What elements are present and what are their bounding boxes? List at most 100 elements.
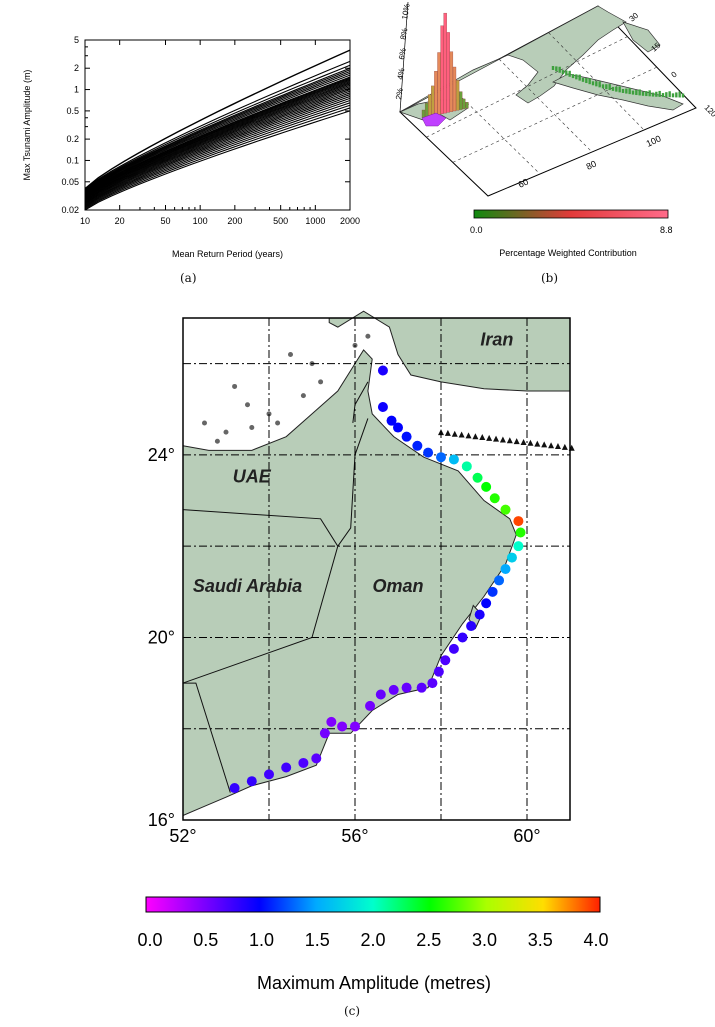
island xyxy=(214,438,220,444)
x-tick-label: 100 xyxy=(193,216,208,226)
island xyxy=(318,379,324,385)
series-line-28 xyxy=(84,110,351,211)
amplitude-point xyxy=(393,422,403,433)
series-line-2 xyxy=(84,64,351,191)
series-line-22 xyxy=(84,95,351,205)
map-frame xyxy=(182,317,571,821)
source-bar-makran xyxy=(437,52,441,115)
trench-triangle xyxy=(513,438,520,445)
amplitude-colorbar xyxy=(145,896,601,913)
amplitude-point xyxy=(481,481,492,492)
source-bar-makran xyxy=(452,66,457,112)
trench-triangle xyxy=(548,442,555,449)
series-line-20 xyxy=(84,92,351,203)
source-bar-makran xyxy=(465,102,469,109)
x-tick-label: 50 xyxy=(160,216,170,226)
amplitude-point xyxy=(298,757,309,768)
amplitude-point xyxy=(489,493,500,504)
source-bar-makran xyxy=(446,32,450,113)
source-bar-makran xyxy=(421,109,426,119)
y-tick-label: 0.5 xyxy=(66,106,79,116)
uae-oman-border xyxy=(337,418,369,547)
colorbar-label: Percentage Weighted Contribution xyxy=(499,248,636,258)
plot-border xyxy=(84,39,351,211)
caption-a: (a) xyxy=(180,271,197,285)
source-bar-makran xyxy=(443,12,447,114)
amplitude-point xyxy=(433,666,444,677)
amplitude-point xyxy=(388,684,399,695)
x-tick-label: 56° xyxy=(341,826,368,846)
amplitude-point xyxy=(500,564,511,574)
source-bar-makran xyxy=(449,51,454,112)
trench-triangle xyxy=(499,436,506,443)
amplitude-points xyxy=(229,365,526,794)
amplitude-point xyxy=(365,700,376,711)
colorbar-label: Maximum Amplitude (metres) xyxy=(257,973,491,993)
amplitude-point xyxy=(412,440,423,451)
z-tick-label: 4% xyxy=(396,67,407,80)
lon-tick-label: 100 xyxy=(645,133,663,148)
map-grid xyxy=(426,32,657,175)
z-tick-label: 2% xyxy=(394,87,405,100)
trench-triangle xyxy=(472,433,479,440)
amplitude-point xyxy=(481,598,492,609)
x-tick-label: 10 xyxy=(80,216,90,226)
island xyxy=(232,383,238,389)
trench-triangle xyxy=(444,429,451,436)
amplitude-point xyxy=(487,586,498,597)
gulf-islands xyxy=(202,333,371,444)
label-uae: UAE xyxy=(233,466,272,486)
amplitude-point xyxy=(375,689,386,700)
trench-triangle xyxy=(479,434,486,441)
label-oman: Oman xyxy=(372,576,423,596)
amplitude-point xyxy=(377,401,388,412)
island xyxy=(249,425,255,431)
land-east xyxy=(622,21,661,53)
series-line-16 xyxy=(84,86,351,200)
plot-frame xyxy=(84,39,351,211)
y-tick-label: 0.02 xyxy=(61,205,79,215)
amplitude-point xyxy=(500,504,511,515)
grid-lon-line xyxy=(548,32,645,131)
colorbar-tick-label: 3.5 xyxy=(528,930,553,950)
colorbar-max-label: 8.8 xyxy=(660,225,673,235)
colorbar-tick-label: 4.0 xyxy=(583,930,608,950)
trench-triangle xyxy=(554,443,561,450)
amplitude-point xyxy=(472,472,483,483)
colorbar-tick-label: 2.5 xyxy=(416,930,441,950)
series-line-15 xyxy=(84,84,351,199)
trench-triangle xyxy=(493,435,500,442)
x-tick-label: 200 xyxy=(227,216,242,226)
lat-tick-label: 30 xyxy=(628,11,641,24)
series-line-7 xyxy=(84,74,351,194)
y-tick-label: 0.2 xyxy=(66,134,79,144)
amplitude-point xyxy=(494,575,505,586)
label-saudi-arabia: Saudi Arabia xyxy=(193,576,302,596)
series-line-1 xyxy=(84,60,351,190)
source-bars xyxy=(421,12,685,127)
x-axis-label: Mean Return Period (years) xyxy=(172,249,283,259)
island xyxy=(300,393,306,399)
curves xyxy=(84,49,351,211)
trench-triangle xyxy=(534,440,541,447)
return-period-chart: 10 20 50 100 200 500 1000 2000 0.02 0.05 0.1 0.2 0.5… xyxy=(0,0,370,295)
amplitude-point xyxy=(319,728,330,739)
series-line-21 xyxy=(84,94,351,204)
colorbar-tick-label: 3.0 xyxy=(472,930,497,950)
amplitude-point xyxy=(466,621,477,632)
island xyxy=(365,333,371,339)
y-tick-label: 0.1 xyxy=(66,155,79,165)
contribution-colorbar xyxy=(473,209,669,219)
island xyxy=(288,352,293,358)
series-line-14 xyxy=(84,83,351,198)
trench-triangle xyxy=(541,441,548,448)
amplitude-point xyxy=(506,552,517,563)
series-line-12 xyxy=(84,80,351,197)
island xyxy=(245,402,250,408)
amplitude-point xyxy=(416,682,427,693)
y-tick-label: 24° xyxy=(148,445,175,465)
z-tick-label: 8% xyxy=(399,27,410,40)
yemen-border xyxy=(183,682,231,793)
series-line-3 xyxy=(84,67,351,191)
series-line-8 xyxy=(84,76,351,194)
